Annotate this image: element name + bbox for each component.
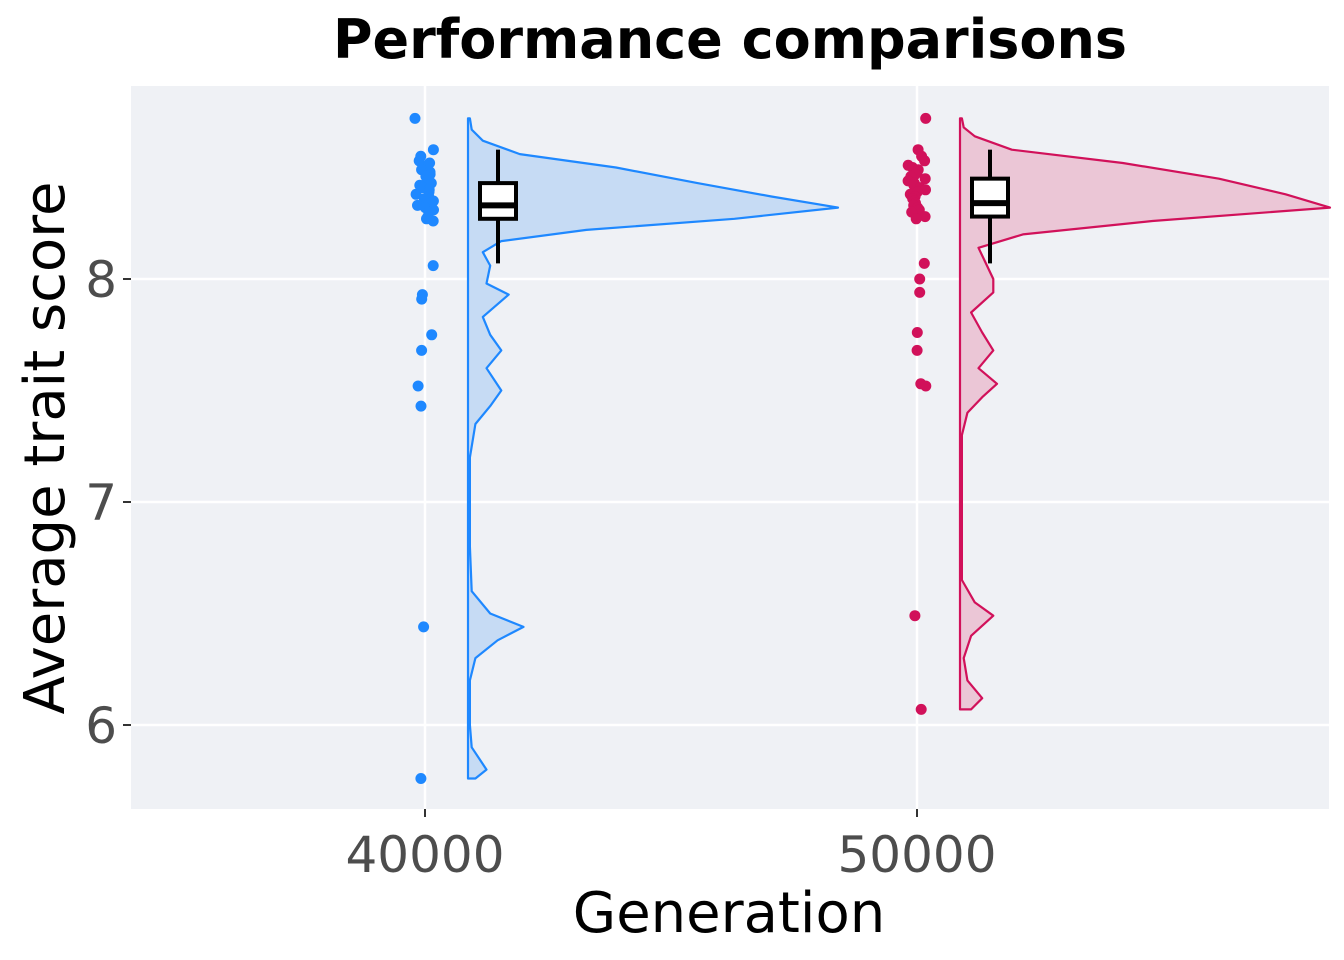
x-axis: 40000 50000: [345, 809, 997, 884]
y-tick-label: 6: [85, 697, 117, 755]
data-point: [427, 215, 439, 227]
data-point: [410, 188, 422, 200]
data-point: [427, 260, 439, 272]
boxplot-40000: [478, 149, 518, 264]
data-point: [426, 329, 438, 341]
boxplot-50000: [970, 149, 1010, 264]
data-point: [416, 344, 428, 356]
data-point: [920, 380, 932, 392]
data-point: [911, 344, 923, 356]
y-tick-label: 8: [85, 251, 117, 309]
y-axis-title: Average trait score: [13, 182, 78, 715]
data-point: [919, 155, 931, 167]
y-axis: 6 7 8: [85, 251, 131, 755]
data-point: [920, 112, 932, 124]
x-tick-label: 50000: [837, 826, 996, 884]
data-point: [412, 380, 424, 392]
raw-points: [409, 112, 932, 784]
box-iqr: [970, 176, 1010, 219]
data-point: [415, 773, 427, 784]
chart-title: Performance comparisons: [333, 8, 1127, 71]
boxplots: [478, 149, 1010, 264]
data-point: [415, 400, 427, 412]
data-point: [910, 213, 922, 225]
data-point: [418, 621, 430, 633]
data-point: [919, 211, 931, 223]
data-point: [918, 257, 930, 269]
box-iqr: [478, 181, 518, 221]
data-point: [909, 610, 921, 622]
data-point: [914, 286, 926, 298]
data-point: [919, 173, 931, 185]
x-axis-title: Generation: [573, 881, 885, 946]
data-point: [915, 703, 927, 715]
data-point: [914, 273, 926, 285]
y-tick-label: 7: [85, 474, 117, 532]
data-point: [427, 144, 439, 156]
data-point: [409, 112, 421, 124]
data-point: [911, 327, 923, 338]
x-tick-label: 40000: [345, 826, 504, 884]
data-point: [416, 293, 428, 305]
